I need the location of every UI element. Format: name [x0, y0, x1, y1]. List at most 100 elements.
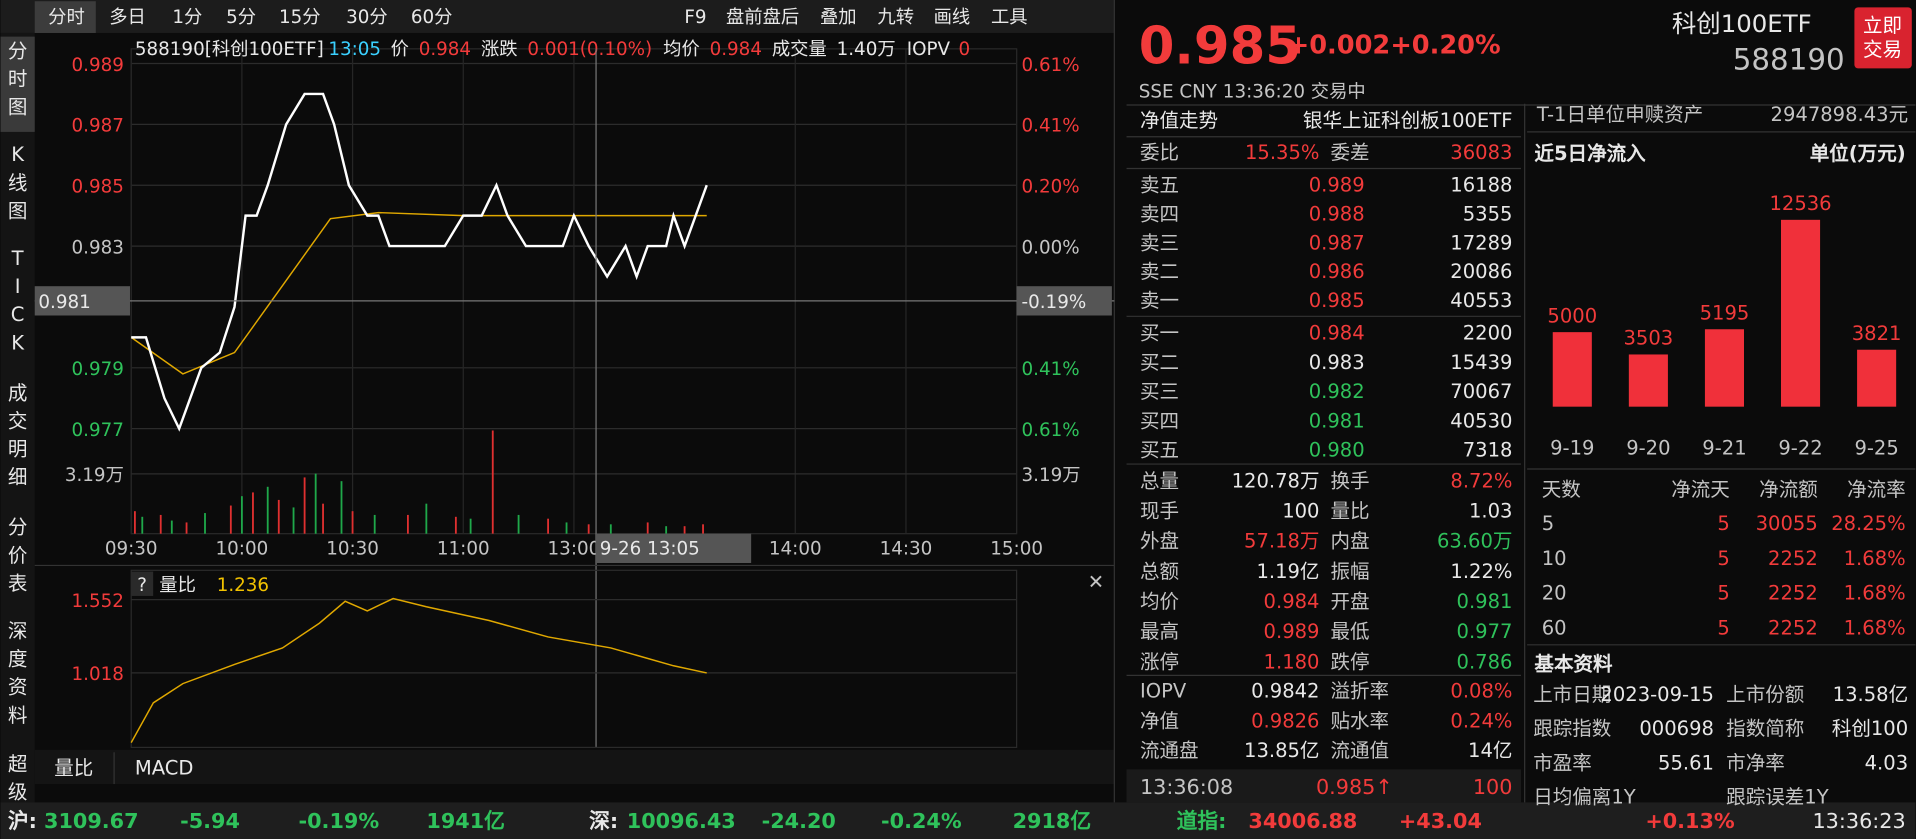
value: 4.03: [1865, 751, 1909, 774]
table-cell: 30055: [1756, 512, 1818, 535]
status-item: 1941亿: [426, 809, 505, 833]
sidebar-item[interactable]: 深度资料: [8, 619, 28, 726]
label: 总额: [1140, 560, 1179, 583]
tool[interactable]: 九转: [877, 7, 914, 28]
status-item: 10096.43: [627, 809, 736, 833]
label: 流通值: [1330, 739, 1389, 762]
label: IOPV: [1140, 679, 1187, 702]
table-cell: 28.25%: [1831, 512, 1905, 535]
table-cell: 5: [1717, 582, 1729, 605]
bar-label: 5000: [1547, 304, 1597, 327]
tool[interactable]: 画线: [934, 7, 971, 28]
x-tick-label: 10:30: [326, 538, 379, 559]
table-cell: 60: [1542, 616, 1567, 639]
bottom-tab[interactable]: 量比: [54, 756, 93, 779]
volume: 20086: [1450, 260, 1512, 283]
tab[interactable]: 5分: [226, 7, 256, 28]
table-header: 净流率: [1847, 478, 1906, 501]
value: 13.85亿: [1244, 739, 1319, 762]
y-tick-label: 0.983: [71, 237, 123, 258]
value: 0.989: [1264, 620, 1320, 643]
status-item: +0.13%: [1645, 809, 1735, 833]
tab[interactable]: 15分: [279, 7, 321, 28]
y-tick-label: 0.989: [71, 55, 123, 76]
x-tick-label: 9-19: [1550, 436, 1594, 459]
trade-button[interactable]: [1854, 7, 1912, 69]
nav-title: 净值走势: [1140, 109, 1218, 132]
label: 卖一: [1140, 289, 1179, 312]
sidebar-item[interactable]: 分时图: [8, 39, 28, 118]
value: 100: [1282, 499, 1319, 522]
status-item: 13:36:23: [1812, 809, 1905, 833]
status-item: -24.20: [762, 809, 836, 833]
status-item: 34006.88: [1248, 809, 1357, 833]
table-cell: 2252: [1768, 616, 1818, 639]
bar: [1704, 329, 1744, 407]
sidebar-item[interactable]: 超级: [8, 753, 28, 804]
x-tick-label: 14:00: [769, 538, 822, 559]
table-cell: 10: [1542, 547, 1567, 570]
bottom-tab[interactable]: MACD: [135, 756, 194, 779]
volume-label: 3.19万: [1022, 465, 1081, 486]
tool[interactable]: 叠加: [820, 7, 857, 28]
tab[interactable]: 30分: [346, 7, 388, 28]
bar-label: 3821: [1852, 322, 1902, 345]
tool[interactable]: 盘前盘后: [726, 7, 799, 28]
flow-title: 近5日净流入: [1534, 142, 1646, 165]
price-line: [131, 92, 708, 432]
asset-value: 2947898.43元: [1771, 103, 1909, 126]
bar-label: 3503: [1624, 327, 1674, 350]
x-tick-label: 10:00: [216, 538, 269, 559]
x-tick-label: 14:30: [880, 538, 933, 559]
table-header: 净流额: [1759, 478, 1818, 501]
label: 买二: [1140, 351, 1179, 374]
value: 0.9842: [1251, 679, 1319, 702]
volume: 5355: [1463, 203, 1513, 226]
trade-time: 13:36:08: [1140, 775, 1233, 799]
label: 跟踪指数: [1533, 717, 1611, 740]
info-text: 13:05: [328, 39, 381, 60]
sidebar-item[interactable]: K 线图: [8, 143, 28, 222]
y2-tick-label: 0.00%: [1022, 237, 1080, 258]
label: 内盘: [1330, 530, 1369, 553]
tool[interactable]: 工具: [991, 7, 1028, 28]
change-pct: +0.20%: [1390, 31, 1500, 61]
close-icon[interactable]: ✕: [1088, 571, 1104, 594]
bar: [1857, 349, 1897, 407]
x-tick-label: 9-22: [1778, 436, 1822, 459]
sidebar-item[interactable]: 成交明细: [8, 381, 28, 488]
sidebar-active: [0, 36, 35, 132]
status-item: 道指:: [1177, 809, 1227, 833]
info-text: 0: [958, 39, 970, 60]
label: 买四: [1140, 409, 1179, 432]
price: 0.981: [1309, 409, 1365, 432]
value: 0.9826: [1251, 709, 1319, 732]
label: 卖五: [1140, 174, 1179, 197]
crosshair-box: [1016, 286, 1112, 316]
value: 2023-09-15: [1600, 683, 1714, 706]
tab[interactable]: 分时: [48, 7, 85, 28]
tab[interactable]: 多日: [109, 7, 146, 28]
table-cell: 5: [1717, 512, 1729, 535]
flow-unit: 单位(万元): [1810, 142, 1906, 165]
average-line: [130, 211, 707, 375]
ratio-label: 量比: [159, 575, 196, 596]
y2-tick-label: 0.20%: [1022, 177, 1080, 198]
tab[interactable]: 60分: [411, 7, 453, 28]
status-item: 沪:: [8, 809, 37, 833]
crosshair-label: -0.19%: [1022, 292, 1087, 313]
tool[interactable]: F9: [684, 7, 706, 28]
price: 0.983: [1309, 351, 1365, 374]
value: 13.58亿: [1833, 683, 1908, 706]
tick-row-bg: [1126, 769, 1521, 803]
label: 买五: [1140, 439, 1179, 462]
tab[interactable]: 1分: [172, 7, 202, 28]
sidebar-item[interactable]: 分价表: [8, 516, 28, 595]
y-tick-label: 0.979: [71, 359, 123, 380]
trade-button-label[interactable]: 立即交易: [1863, 14, 1902, 61]
table-cell: 1.68%: [1844, 582, 1906, 605]
label: 现手: [1140, 499, 1179, 522]
label: 委差: [1330, 141, 1369, 164]
